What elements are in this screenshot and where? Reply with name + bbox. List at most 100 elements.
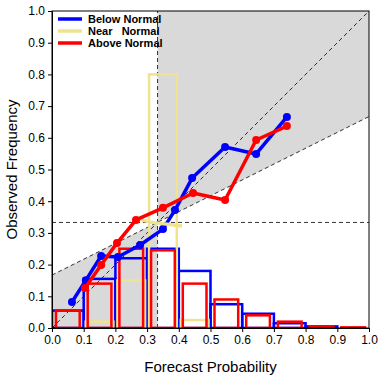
tick-label: 0.1: [28, 290, 45, 304]
tick-mark: [242, 328, 243, 332]
histogram: [52, 249, 337, 328]
tick: 0.6: [28, 131, 52, 145]
tick-mark: [147, 328, 148, 332]
tick-mark: [48, 296, 52, 297]
tick-mark: [48, 43, 52, 44]
tick: 0.9: [329, 328, 346, 347]
histogram-bar: [183, 284, 207, 328]
series: [68, 113, 291, 306]
tick: 0.7: [28, 99, 52, 113]
tick-label: 0.5: [203, 333, 220, 347]
marker: [132, 216, 140, 224]
histogram-bar: [215, 299, 239, 328]
tick: 0.2: [108, 328, 125, 347]
tick-label: 1.0: [28, 4, 45, 18]
marker: [283, 113, 291, 121]
tick: 0.8: [298, 328, 315, 347]
marker: [189, 189, 197, 197]
tick-label: 0.7: [28, 99, 45, 113]
tick: 0.6: [234, 328, 251, 347]
tick-mark: [84, 328, 85, 332]
histogram-bar: [88, 284, 112, 328]
series: [81, 122, 291, 292]
tick-mark: [48, 170, 52, 171]
legend-swatch: [58, 41, 82, 45]
tick-label: 0.8: [298, 333, 315, 347]
tick-mark: [179, 328, 180, 332]
perfect-reliability-line: [52, 11, 369, 328]
tick-label: 0.3: [28, 226, 45, 240]
marker: [221, 143, 229, 151]
tick-label: 0.5: [28, 163, 45, 177]
tick: 0.9: [28, 36, 52, 50]
plot-frame: [52, 11, 369, 328]
histogram-bar: [179, 271, 211, 328]
y-axis-title: Observed Frequency: [3, 99, 20, 240]
axis-line: [53, 329, 370, 333]
legend-label: Near Normal: [88, 25, 160, 37]
tick-mark: [48, 201, 52, 202]
tick: 1.0: [361, 328, 378, 347]
histogram-bar: [151, 250, 175, 328]
marker: [221, 196, 229, 204]
tick: 1.0: [28, 4, 52, 18]
legend-label: Above Normal: [88, 37, 163, 49]
tick: 0.0: [44, 328, 61, 347]
histogram-bar: [56, 311, 80, 328]
histogram-bar: [117, 280, 145, 328]
legend-label: Below Normal: [88, 13, 161, 25]
marker: [114, 253, 122, 261]
tick-mark: [274, 328, 275, 332]
tick: 0.2: [28, 258, 52, 272]
tick-label: 0.9: [28, 36, 45, 50]
histogram-bar: [147, 249, 179, 328]
histogram-bar: [246, 315, 270, 328]
marker: [81, 284, 89, 292]
marker: [252, 136, 260, 144]
reliability-line: [85, 126, 287, 288]
legend-swatch: [58, 29, 82, 33]
tick-label: 0.4: [171, 333, 188, 347]
tick-mark: [337, 328, 338, 332]
chart: 0.0 0.1 0.2 0.3 0.4 0.5 0.6 0.7 0.8 0.9 1.0 0.0 0.1 0…: [0, 0, 380, 380]
marker: [188, 174, 196, 182]
climatology-vertical: [157, 11, 158, 328]
tick: 0.3: [28, 226, 52, 240]
tick-label: 0.9: [329, 333, 346, 347]
tick-mark: [48, 74, 52, 75]
tick-label: 0.2: [28, 258, 45, 272]
marker: [97, 261, 105, 269]
histogram-bar: [119, 249, 143, 328]
series: [135, 218, 182, 226]
marker: [283, 122, 291, 130]
tick-label: 0.1: [76, 333, 93, 347]
reliability-line: [135, 218, 182, 226]
tick: 0.1: [28, 290, 52, 304]
tick-label: 1.0: [361, 333, 378, 347]
marker: [252, 150, 260, 158]
tick: 0.8: [28, 68, 52, 82]
tick: 0.5: [28, 163, 52, 177]
tick-label: 0.0: [44, 333, 61, 347]
tick-label: 0.3: [139, 333, 156, 347]
marker: [68, 298, 76, 306]
tick: 0.0: [28, 321, 52, 335]
tick-mark: [369, 328, 370, 332]
tick-mark: [115, 328, 116, 332]
histogram-bar: [52, 311, 84, 328]
tick-label: 0.4: [28, 195, 45, 209]
histogram-bar: [278, 322, 302, 328]
tick: 0.3: [139, 328, 156, 347]
tick-label: 0.0: [28, 321, 45, 335]
marker: [136, 241, 144, 249]
marker: [159, 225, 167, 233]
tick-label: 0.6: [234, 333, 251, 347]
plot-area: [52, 11, 369, 328]
tick-label: 0.2: [108, 333, 125, 347]
legend-swatch: [58, 17, 82, 21]
x-axis: 0.00.10.20.30.40.50.60.70.80.91.0: [44, 328, 378, 347]
marker: [171, 206, 179, 214]
skill-region-high: [158, 11, 369, 222]
marker: [159, 204, 167, 212]
tick: 0.4: [171, 328, 188, 347]
